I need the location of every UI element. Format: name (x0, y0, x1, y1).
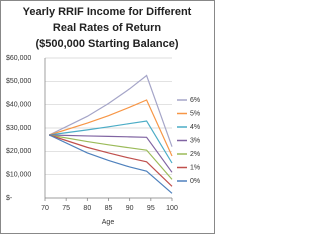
x-tick-label: 85 (105, 205, 113, 212)
x-tick-label: 100 (166, 205, 178, 212)
x-tick-label: 70 (41, 205, 49, 212)
y-tick-label: $40,000 (6, 102, 31, 109)
chart-title: Yearly RRIF Income for Different (23, 6, 192, 18)
legend-label: 5% (190, 110, 200, 117)
x-tick-label: 95 (147, 205, 155, 212)
legend-label: 4% (190, 124, 200, 131)
chart-title: ($500,000 Starting Balance) (35, 38, 178, 50)
series-line (49, 134, 173, 180)
series-line (49, 134, 173, 173)
legend-label: 1% (190, 164, 200, 171)
series-line (49, 99, 173, 157)
x-tick-label: 90 (126, 205, 134, 212)
chart-border (0, 0, 215, 234)
x-tick-label: 80 (83, 205, 91, 212)
series-line (49, 134, 173, 187)
series-line (48, 134, 173, 194)
series-line (49, 120, 173, 164)
y-tick-label: $10,000 (6, 172, 31, 179)
x-axis-label: Age (102, 219, 115, 226)
legend-label: 2% (190, 151, 200, 158)
legend-label: 3% (190, 137, 200, 144)
y-tick-label: $50,000 (6, 78, 31, 85)
y-tick-label: $60,000 (6, 55, 31, 62)
series-line (48, 74, 173, 147)
y-tick-label: $20,000 (6, 148, 31, 155)
legend-label: 0% (190, 178, 200, 185)
chart-title: Real Rates of Return (53, 22, 161, 34)
y-tick-label: $30,000 (6, 125, 31, 132)
x-tick-label: 75 (62, 205, 70, 212)
y-tick-label: $- (6, 195, 13, 202)
chart: Yearly RRIF Income for Different Real Ra… (0, 0, 215, 234)
legend-label: 6% (190, 97, 200, 104)
